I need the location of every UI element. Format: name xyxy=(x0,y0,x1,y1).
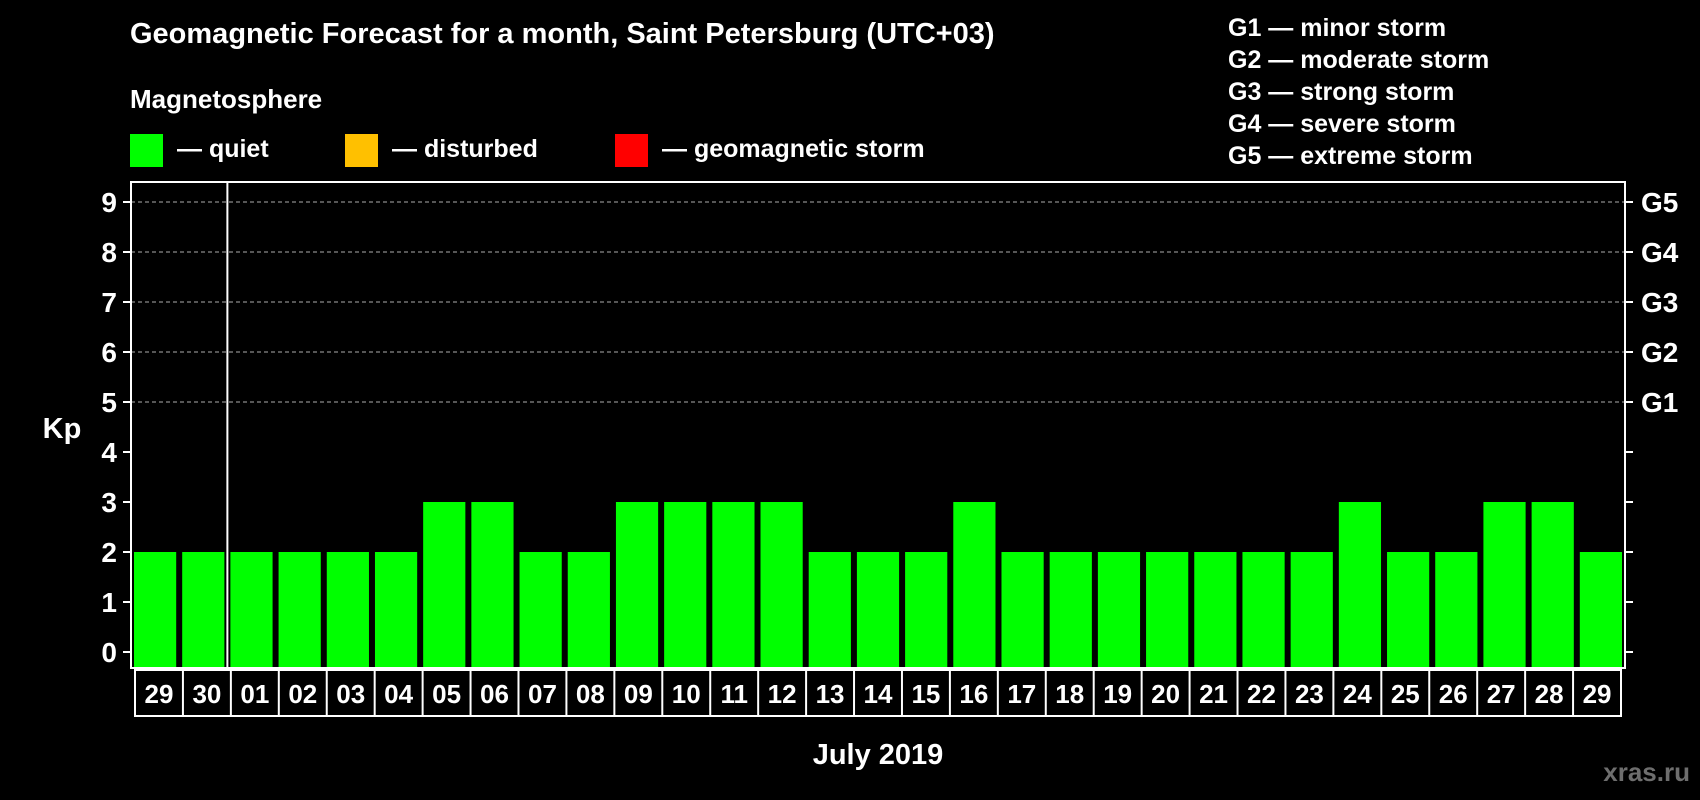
y-axis-label: Kp xyxy=(43,413,82,445)
bar xyxy=(1049,552,1092,668)
x-tick-label: 13 xyxy=(816,679,845,709)
x-tick-label: 23 xyxy=(1295,679,1324,709)
bar xyxy=(1387,552,1430,668)
x-tick-label: 24 xyxy=(1343,679,1372,709)
y-tick-label: 2 xyxy=(101,537,117,568)
bar xyxy=(1435,552,1478,668)
bar xyxy=(230,552,273,668)
bar xyxy=(374,552,418,668)
storm-level-g3: G3 — strong storm xyxy=(1228,78,1455,106)
x-tick-label: 11 xyxy=(720,679,748,709)
x-tick-label: 19 xyxy=(1103,679,1132,709)
bar xyxy=(567,552,610,668)
bar xyxy=(1001,552,1044,668)
watermark: xras.ru xyxy=(1603,757,1690,787)
x-tick-label: 09 xyxy=(624,679,653,709)
bar xyxy=(856,552,900,668)
x-tick-label: 21 xyxy=(1199,679,1228,709)
bar xyxy=(664,502,707,668)
x-axis-label: July 2019 xyxy=(813,739,944,771)
y-tick-label: 8 xyxy=(101,237,117,268)
bar xyxy=(1579,552,1622,668)
x-tick-label: 02 xyxy=(288,679,317,709)
storm-level-g1: G1 — minor storm xyxy=(1228,14,1447,42)
right-tick-label: G4 xyxy=(1641,237,1679,268)
chart-title: Geomagnetic Forecast for a month, Saint … xyxy=(130,18,995,50)
legend-swatch-disturbed xyxy=(345,134,378,167)
y-tick-label: 3 xyxy=(101,487,117,518)
bar xyxy=(326,552,369,668)
bar xyxy=(423,502,466,668)
bar xyxy=(1290,552,1333,668)
x-tick-label: 16 xyxy=(959,679,988,709)
x-tick-label: 01 xyxy=(240,679,269,709)
x-tick-label: 27 xyxy=(1487,679,1516,709)
x-tick-label: 05 xyxy=(432,679,461,709)
right-tick-label: G1 xyxy=(1641,387,1678,418)
x-tick-label: 18 xyxy=(1055,679,1084,709)
storm-level-g4: G4 — severe storm xyxy=(1228,110,1456,138)
bar xyxy=(1146,552,1189,668)
bar xyxy=(1531,502,1574,668)
y-tick-label: 5 xyxy=(101,387,117,418)
right-tick-label: G3 xyxy=(1641,287,1678,318)
x-tick-label: 10 xyxy=(672,679,701,709)
legend-label-disturbed: — disturbed xyxy=(392,135,538,163)
bar xyxy=(808,552,851,668)
bar xyxy=(1483,502,1526,668)
y-tick-label: 1 xyxy=(101,587,117,618)
x-tick-label: 29 xyxy=(145,679,174,709)
storm-level-g5: G5 — extreme storm xyxy=(1228,142,1473,170)
right-tick-label: G5 xyxy=(1641,187,1678,218)
plot-border xyxy=(130,181,1626,669)
x-tick-label: 06 xyxy=(480,679,509,709)
legend-swatch-storm xyxy=(615,134,648,167)
x-tick-label: 07 xyxy=(528,679,557,709)
y-tick-label: 9 xyxy=(101,187,117,218)
x-tick-label: 12 xyxy=(768,679,797,709)
x-tick-label: 30 xyxy=(192,679,221,709)
x-tick-label: 17 xyxy=(1007,679,1036,709)
x-tick-label: 25 xyxy=(1391,679,1420,709)
x-tick-label: 04 xyxy=(384,679,413,709)
bar xyxy=(953,502,996,668)
storm-levels-key: G1 — minor storm G2 — moderate storm G3 … xyxy=(1228,12,1489,172)
legend-label-quiet: — quiet xyxy=(177,135,269,163)
x-tick-label: 08 xyxy=(576,679,605,709)
bar xyxy=(134,552,177,668)
bar xyxy=(471,502,514,668)
x-tick-label: 20 xyxy=(1151,679,1180,709)
x-tick-label: 15 xyxy=(911,679,940,709)
bar xyxy=(712,502,755,668)
bar xyxy=(278,552,321,668)
legend-swatch-quiet xyxy=(130,134,163,167)
bar xyxy=(182,552,225,668)
bar xyxy=(615,502,659,668)
x-tick-label: 22 xyxy=(1247,679,1276,709)
x-tick-label: 29 xyxy=(1583,679,1612,709)
y-tick-label: 7 xyxy=(101,287,117,318)
bar xyxy=(1194,552,1237,668)
storm-level-g2: G2 — moderate storm xyxy=(1228,46,1490,74)
bar xyxy=(760,502,803,668)
date-axis-box xyxy=(134,669,1622,717)
y-tick-label: 0 xyxy=(101,637,117,668)
legend-label-storm: — geomagnetic storm xyxy=(662,135,925,163)
x-tick-label: 03 xyxy=(336,679,365,709)
bar xyxy=(1338,502,1382,668)
x-tick-label: 28 xyxy=(1535,679,1564,709)
x-tick-label: 26 xyxy=(1439,679,1468,709)
right-tick-label: G2 xyxy=(1641,337,1678,368)
y-tick-label: 6 xyxy=(101,337,117,368)
bar xyxy=(1242,552,1285,668)
y-tick-label: 4 xyxy=(101,437,117,468)
bar xyxy=(519,552,562,668)
bar xyxy=(905,552,948,668)
bar xyxy=(1097,552,1141,668)
legend-subtitle: Magnetosphere xyxy=(130,84,323,114)
x-tick-label: 14 xyxy=(864,679,893,709)
